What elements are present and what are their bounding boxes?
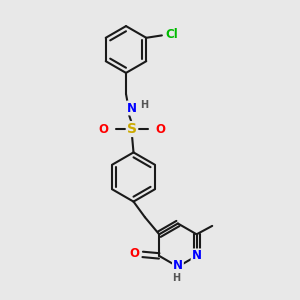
Text: N: N bbox=[127, 101, 137, 115]
Text: N: N bbox=[173, 259, 183, 272]
Text: H: H bbox=[172, 273, 181, 283]
Text: Cl: Cl bbox=[165, 28, 178, 41]
Text: O: O bbox=[129, 247, 139, 260]
Text: O: O bbox=[99, 122, 109, 136]
Text: O: O bbox=[155, 122, 165, 136]
Text: H: H bbox=[140, 100, 149, 110]
Text: N: N bbox=[192, 249, 202, 262]
Text: S: S bbox=[127, 122, 137, 136]
